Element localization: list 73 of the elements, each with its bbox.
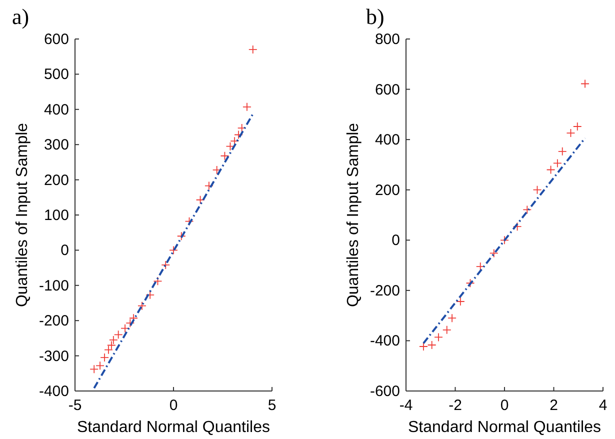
point bbox=[106, 340, 116, 350]
y-tick-label: 100 bbox=[44, 207, 69, 224]
point bbox=[126, 318, 135, 328]
y-tick-label: 500 bbox=[44, 66, 69, 84]
x-tick-label: -5 bbox=[68, 397, 82, 414]
point bbox=[90, 364, 99, 374]
point bbox=[100, 353, 109, 362]
point bbox=[108, 336, 118, 344]
point bbox=[572, 122, 582, 131]
point bbox=[237, 124, 246, 133]
point bbox=[558, 146, 567, 156]
x-tick-label: 2 bbox=[550, 397, 558, 414]
y-tick-label: 600 bbox=[44, 31, 69, 48]
point bbox=[220, 151, 230, 160]
point bbox=[456, 297, 465, 306]
y-tick-label: -600 bbox=[370, 383, 400, 400]
x-tick-label: 0 bbox=[500, 397, 509, 414]
y-tick-label: -200 bbox=[370, 282, 400, 300]
point bbox=[532, 185, 542, 194]
point bbox=[169, 246, 178, 255]
point bbox=[234, 130, 243, 140]
point bbox=[448, 314, 456, 323]
chart-title: b) bbox=[366, 4, 384, 29]
y-tick-label: 300 bbox=[44, 136, 69, 154]
x-tick-label: 0 bbox=[169, 397, 178, 414]
y-tick-label: 600 bbox=[374, 81, 400, 98]
y-tick-label: 400 bbox=[44, 101, 69, 118]
point bbox=[196, 195, 205, 204]
point bbox=[153, 276, 162, 286]
x-tick-label: -2 bbox=[448, 397, 462, 414]
point bbox=[427, 340, 436, 350]
y-tick-label: 0 bbox=[392, 232, 400, 250]
point bbox=[114, 330, 123, 340]
point bbox=[138, 301, 146, 310]
point bbox=[489, 248, 498, 258]
point bbox=[546, 165, 556, 174]
y-tick-label: -100 bbox=[38, 277, 69, 294]
y-tick-label: -200 bbox=[38, 312, 69, 330]
x-tick-label: 5 bbox=[268, 397, 276, 414]
x-tick-label: -4 bbox=[399, 397, 413, 414]
point bbox=[522, 205, 532, 214]
point bbox=[434, 332, 443, 342]
point bbox=[442, 325, 452, 334]
point bbox=[512, 222, 522, 232]
x-axis-title: Standard Normal Quantiles bbox=[408, 419, 601, 436]
point bbox=[96, 361, 104, 370]
point bbox=[248, 45, 258, 54]
point bbox=[129, 314, 138, 323]
x-axis-title: Standard Normal Quantiles bbox=[77, 419, 270, 436]
point bbox=[580, 79, 590, 88]
x-tick-label: 4 bbox=[598, 397, 608, 414]
point bbox=[419, 342, 428, 351]
point bbox=[161, 260, 170, 270]
point bbox=[566, 128, 576, 138]
y-tick-label: 0 bbox=[60, 242, 69, 260]
chart-title: a) bbox=[12, 4, 30, 29]
y-tick-label: 400 bbox=[374, 132, 400, 149]
y-tick-label: 200 bbox=[44, 172, 69, 189]
y-tick-label: -400 bbox=[370, 332, 400, 350]
y-tick-label: 200 bbox=[374, 182, 400, 199]
y-tick-label: -400 bbox=[38, 383, 69, 400]
point bbox=[500, 236, 509, 245]
y-axis-title: Quantiles of Input Sample bbox=[345, 122, 362, 308]
point bbox=[552, 158, 562, 168]
y-tick-label: -300 bbox=[38, 348, 69, 365]
point bbox=[466, 278, 475, 288]
point bbox=[204, 181, 214, 190]
point bbox=[176, 232, 186, 241]
y-axis-title: Quantiles of Input Sample bbox=[14, 122, 31, 308]
point bbox=[242, 102, 252, 112]
point bbox=[104, 345, 113, 354]
point bbox=[120, 324, 130, 333]
y-tick-label: 800 bbox=[374, 31, 400, 48]
